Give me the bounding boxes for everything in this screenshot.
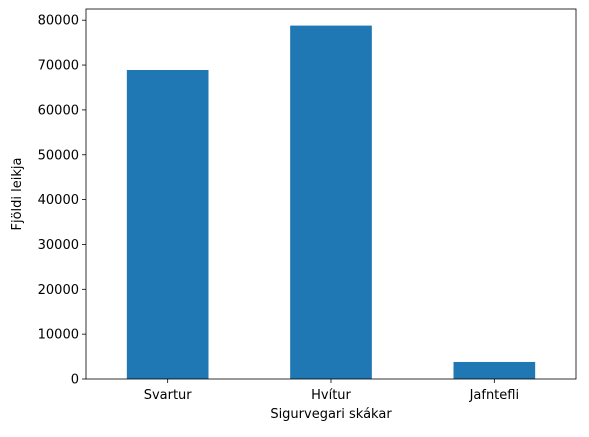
bar-jafntefli (453, 361, 536, 379)
y-axis: 0 10000 20000 30000 40000 50000 60000 70000 8000… (38, 14, 86, 388)
bar-hvítur (290, 25, 372, 380)
x-tick-label: Jafntefli (469, 388, 520, 403)
plot-frame (85, 8, 577, 380)
y-tick-label: 50000 (38, 148, 79, 163)
bar-svartur (126, 69, 209, 379)
y-tick-label: 70000 (38, 59, 79, 74)
x-axis: Svartur Hvítur Jafntefli (144, 379, 519, 403)
y-tick-label: 0 (71, 373, 79, 388)
y-tick-label: 10000 (38, 328, 79, 343)
y-tick-label: 20000 (38, 283, 79, 298)
x-axis-label: Sigurvegari skákar (270, 407, 392, 422)
y-axis-label: Fjöldi leikja (10, 158, 25, 231)
y-tick-label: 80000 (38, 14, 79, 29)
x-tick-label: Svartur (144, 388, 193, 403)
x-tick-label: Hvítur (311, 388, 351, 403)
bars-group (126, 25, 536, 380)
y-tick-label: 40000 (38, 193, 79, 208)
y-tick-label: 30000 (38, 238, 79, 253)
y-tick-label: 60000 (38, 103, 79, 118)
